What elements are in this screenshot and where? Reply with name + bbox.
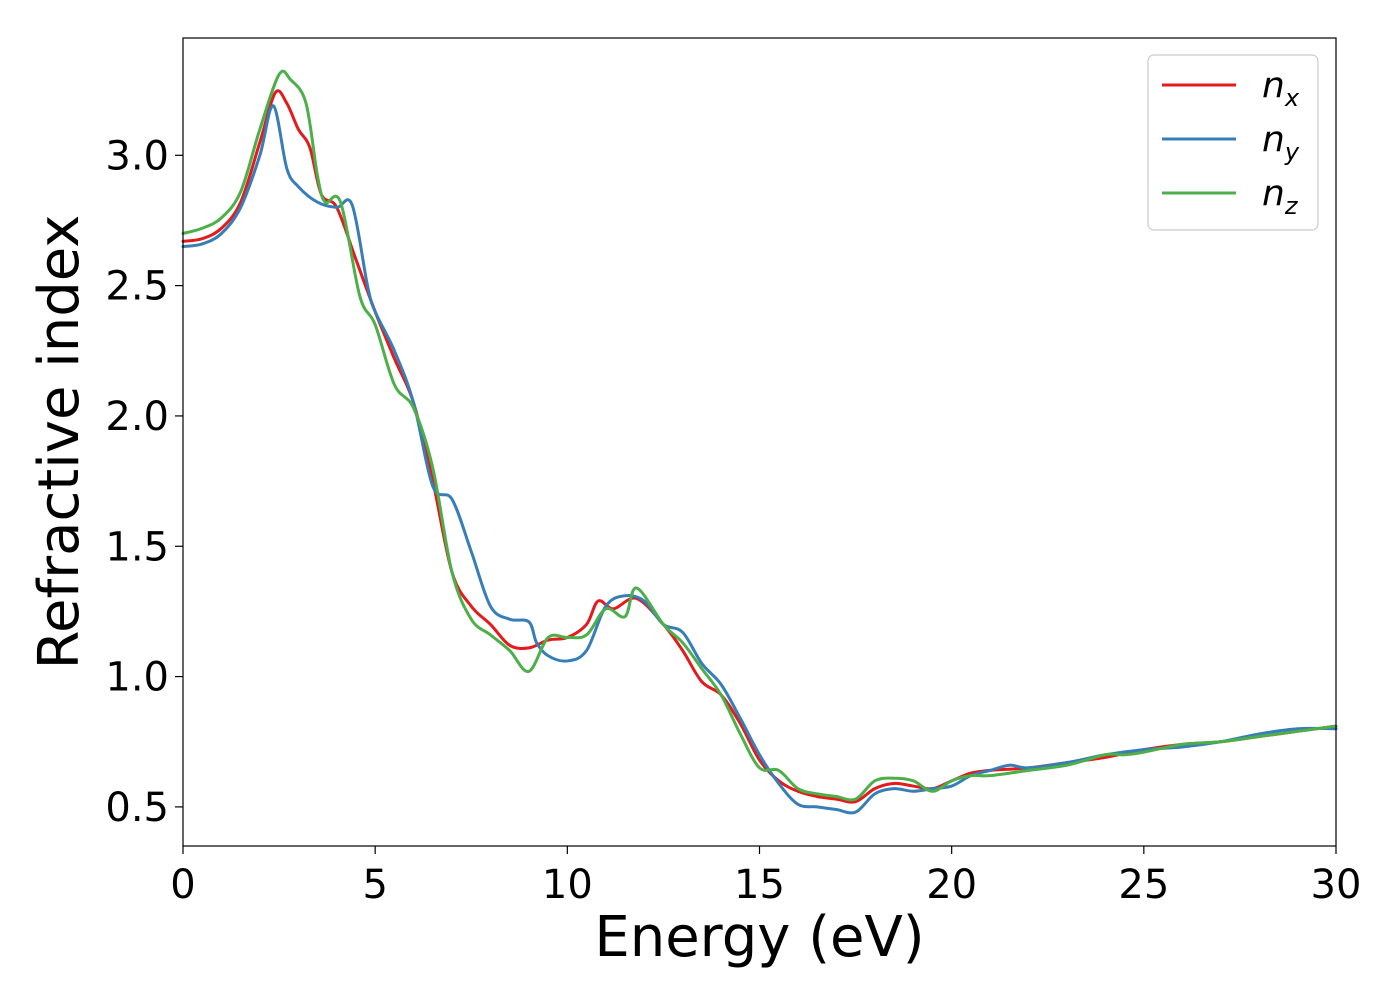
y-tick-label: 0.5 [105, 785, 169, 831]
x-tick-label: 30 [1311, 862, 1362, 908]
legend: nx ny nz [1147, 54, 1319, 231]
legend-label-ny: ny [1262, 119, 1300, 166]
x-tick-label: 20 [926, 862, 977, 908]
y-tick-label: 2.5 [105, 264, 169, 310]
series-layer [181, 69, 1338, 815]
y-tick-label: 2.0 [105, 394, 169, 440]
y-tick-label: 1.0 [105, 655, 169, 701]
legend-label-nz: nz [1262, 173, 1299, 220]
x-axis-title: Energy (eV) [594, 905, 924, 970]
legend-box [1147, 54, 1319, 231]
x-tick-label: 0 [170, 862, 195, 908]
x-tick-label: 25 [1118, 862, 1169, 908]
x-tick-label: 5 [362, 862, 387, 908]
y-tick-label: 3.0 [105, 133, 169, 179]
y-tick-label: 1.5 [105, 524, 169, 570]
y-axis-ticks: 0.5 1.0 1.5 2.0 2.5 3.0 [105, 133, 183, 831]
series-line-nz [181, 69, 1338, 802]
x-axis-ticks: 0 5 10 15 20 25 30 [170, 846, 1361, 908]
legend-label-nx: nx [1262, 65, 1300, 112]
series-line-ny [181, 104, 1338, 815]
plot-frame [182, 37, 1337, 847]
x-tick-label: 10 [542, 862, 593, 908]
x-tick-label: 15 [734, 862, 785, 908]
y-axis-title: Refractive index [27, 215, 92, 670]
